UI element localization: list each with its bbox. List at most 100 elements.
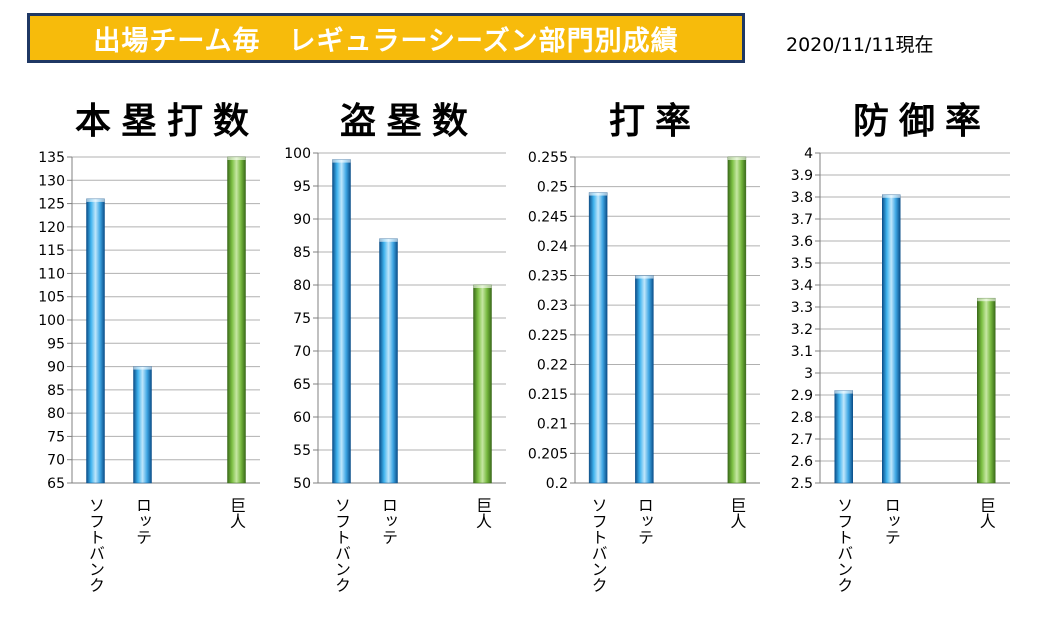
y-tick-label: 120 [38,220,65,236]
y-tick-label: 3.9 [791,168,813,184]
y-tick-label: 70 [47,453,65,469]
y-tick-label: 0.235 [528,269,568,285]
y-tick-label: 0.255 [528,150,568,166]
bar-cap [473,285,492,288]
y-tick-label: 60 [293,410,311,426]
bar-2 [379,238,398,484]
bar-4 [727,156,747,484]
y-tick-label: 65 [47,476,65,492]
y-tick-label: 2.7 [791,432,813,448]
y-tick-label: 85 [293,245,311,261]
y-tick-label: 0.24 [537,239,568,255]
chart-0: 65 70 75 80 85 90 95 100 105 110 115 120 125 130 135 ソフ… [38,150,260,593]
y-tick-label: 100 [38,313,65,329]
bar-cap [332,159,351,163]
bar-cap [977,298,996,302]
y-tick-label: 75 [293,311,311,327]
y-tick-label: 85 [47,383,65,399]
y-tick-label: 0.215 [528,387,568,403]
x-category-label: ソフトバンク [834,497,853,593]
bar-cap [227,157,246,160]
title-banner: 出場チーム毎 レギュラーシーズン部門別成績 [27,13,745,63]
bar-cap [882,194,901,198]
bar-cap [133,366,152,370]
x-category-label: ロッテ [133,497,152,545]
x-category-label: 巨人 [227,497,246,529]
y-tick-label: 70 [293,344,311,360]
x-category-label: ロッテ [635,497,654,545]
bar-cap [379,238,398,242]
y-tick-label: 2.5 [791,476,813,492]
chart-2: 0.2 0.205 0.21 0.215 0.22 0.225 0.23 0.235 0.24 0… [528,150,760,593]
y-tick-label: 95 [47,336,65,352]
y-tick-label: 0.245 [528,209,568,225]
y-tick-label: 2.8 [791,410,813,426]
y-tick-label: 90 [293,212,311,228]
y-tick-label: 80 [293,278,311,294]
bar-2 [133,366,152,484]
y-tick-label: 3.5 [791,256,813,272]
y-tick-label: 110 [38,266,65,282]
bar-4 [977,297,996,484]
y-tick-label: 75 [47,429,65,445]
bar-cap [727,157,746,160]
y-tick-label: 80 [47,406,65,422]
y-tick-label: 0.22 [537,357,568,373]
y-tick-label: 125 [38,197,65,213]
banner-title: 出場チーム毎 レギュラーシーズン部門別成績 [93,25,679,57]
y-tick-label: 0.225 [528,328,568,344]
y-tick-label: 0.205 [528,446,568,462]
x-category-label: 巨人 [727,497,746,529]
bar-1 [834,390,853,484]
y-tick-label: 105 [38,290,65,306]
bar-cap [86,198,105,202]
y-tick-label: 0.21 [537,417,568,433]
x-category-label: ロッテ [379,497,398,545]
x-category-label: 巨人 [977,497,996,529]
y-tick-label: 3.1 [791,344,813,360]
x-category-label: ソフトバンク [86,497,105,593]
y-tick-label: 3.7 [791,212,813,228]
y-tick-label: 115 [38,243,65,259]
y-tick-label: 3.2 [791,322,813,338]
y-tick-label: 130 [38,173,65,189]
chart-title-steals: 盗塁数 [339,101,478,142]
bar-1 [86,198,105,484]
y-tick-label: 0.25 [537,180,568,196]
chart-title-batting-avg: 打率 [608,101,701,142]
bar-1 [588,192,608,484]
y-tick-label: 2.6 [791,454,813,470]
y-tick-label: 0.2 [546,476,568,492]
bar-cap [589,192,608,196]
bar-2 [635,275,654,484]
bar-4 [227,156,246,484]
y-tick-label: 3.6 [791,234,813,250]
y-tick-label: 90 [47,360,65,376]
chart-3: 2.5 2.6 2.7 2.8 2.9 3 3.1 3.2 3.3 3.4 3.5 3.6 3.7 3.8… [791,146,1010,593]
y-tick-label: 3 [804,366,813,382]
y-tick-label: 100 [284,146,311,162]
x-category-label: ソフトバンク [332,497,351,593]
y-tick-label: 50 [293,476,311,492]
y-tick-label: 65 [293,377,311,393]
y-tick-label: 55 [293,443,311,459]
bar-cap [834,390,853,394]
bar-cap [635,275,654,279]
x-category-label: ロッテ [882,497,901,545]
y-tick-label: 95 [293,179,311,195]
chart-1: 50 55 60 65 70 75 80 85 90 95 100 ソフトバンク ロッテ 巨人 [284,146,506,593]
y-tick-label: 4 [804,146,813,162]
x-category-label: ソフトバンク [589,497,608,593]
y-tick-label: 0.23 [537,298,568,314]
y-tick-label: 3.3 [791,300,813,316]
chart-title-era: 防御率 [852,101,991,142]
y-tick-label: 135 [38,150,65,166]
bar-2 [882,194,901,484]
date-label: 2020/11/11現在 [786,34,934,56]
bar-1 [332,159,351,484]
x-category-label: 巨人 [473,497,492,529]
chart-title-homeruns: 本塁打数 [74,101,259,142]
y-tick-label: 3.4 [791,278,813,294]
y-tick-label: 2.9 [791,388,813,404]
